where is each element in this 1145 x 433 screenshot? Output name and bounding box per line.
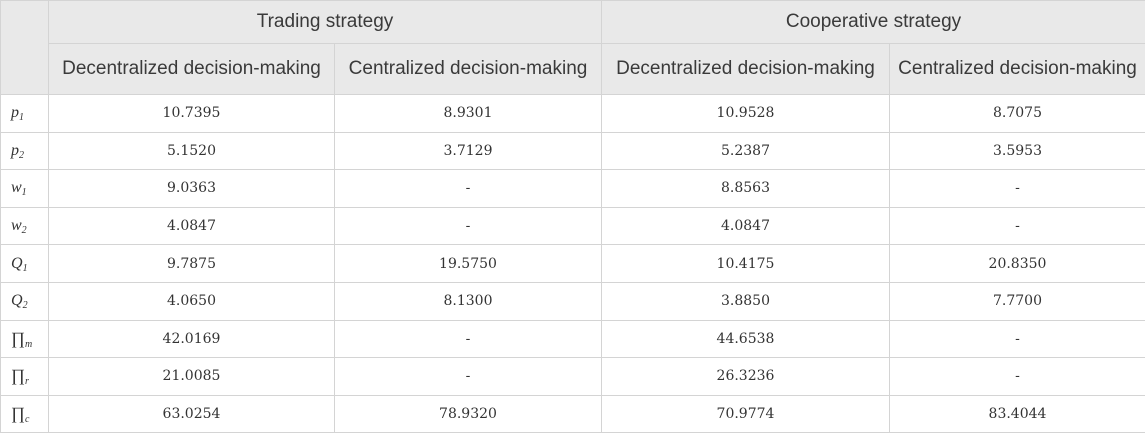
row-symbol: ∏ [11,404,25,423]
table-cell: 42.0169 [49,320,335,358]
row-symbol: Q [11,292,23,309]
table-row: w2 4.0847 - 4.0847 - [1,207,1145,245]
table-cell: 4.0650 [49,282,335,320]
table-cell: 70.9774 [602,395,890,433]
table-row: ∏r 21.0085 - 26.3236 - [1,358,1145,396]
table-cell: - [335,358,602,396]
table-row: p2 5.1520 3.7129 5.2387 3.5953 [1,132,1145,170]
table-cell: - [890,170,1145,208]
table-cell: - [335,170,602,208]
table-cell: 8.8563 [602,170,890,208]
table-cell: 9.7875 [49,245,335,283]
header-corner-cell [1,1,49,95]
row-label: Q2 [1,282,49,320]
header-trading-decentralized: Decentralized decision-making [49,44,335,95]
table-cell: 3.5953 [890,132,1145,170]
row-subscript: r [25,376,29,387]
table-cell: 8.7075 [890,95,1145,133]
table-cell: - [335,207,602,245]
table-cell: 20.8350 [890,245,1145,283]
table-cell: 21.0085 [49,358,335,396]
row-label: p2 [1,132,49,170]
table-cell: 5.2387 [602,132,890,170]
header-trading-centralized: Centralized decision-making [335,44,602,95]
table-cell: 10.4175 [602,245,890,283]
table-cell: 83.4044 [890,395,1145,433]
table-cell: 4.0847 [49,207,335,245]
header-cooperative-strategy: Cooperative strategy [602,1,1145,44]
row-label: w1 [1,170,49,208]
table-cell: 10.9528 [602,95,890,133]
row-subscript: 2 [22,225,27,236]
table-cell: 8.9301 [335,95,602,133]
table-cell: 63.0254 [49,395,335,433]
row-subscript: 2 [19,150,24,161]
header-trading-strategy: Trading strategy [49,1,602,44]
row-symbol: w [11,217,22,234]
table-cell: 3.8850 [602,282,890,320]
table-row: ∏c 63.0254 78.9320 70.9774 83.4044 [1,395,1145,433]
row-subscript: c [25,414,29,425]
table-cell: - [890,358,1145,396]
row-subscript: m [25,339,32,350]
table-cell: 8.1300 [335,282,602,320]
row-symbol: ∏ [11,366,25,385]
table-row: w1 9.0363 - 8.8563 - [1,170,1145,208]
table-row: p1 10.7395 8.9301 10.9528 8.7075 [1,95,1145,133]
table-cell: 44.6538 [602,320,890,358]
row-symbol: Q [11,255,23,272]
row-label: ∏m [1,320,49,358]
table-cell: - [335,320,602,358]
row-label: ∏r [1,358,49,396]
row-label: Q1 [1,245,49,283]
row-label: ∏c [1,395,49,433]
header-subheader-row: Decentralized decision-making Centralize… [1,44,1145,95]
row-subscript: 2 [23,300,28,311]
header-cooperative-centralized: Centralized decision-making [890,44,1145,95]
table-cell: - [890,320,1145,358]
table-cell: 10.7395 [49,95,335,133]
row-symbol: p [11,142,19,159]
row-symbol: ∏ [11,329,25,348]
table-cell: 4.0847 [602,207,890,245]
table-cell: 3.7129 [335,132,602,170]
table-cell: 26.3236 [602,358,890,396]
table-cell: 5.1520 [49,132,335,170]
table-cell: 7.7700 [890,282,1145,320]
row-subscript: 1 [19,112,24,123]
table-cell: 19.5750 [335,245,602,283]
row-label: w2 [1,207,49,245]
table-body: p1 10.7395 8.9301 10.9528 8.7075 p2 5.15… [1,95,1145,433]
table-row: ∏m 42.0169 - 44.6538 - [1,320,1145,358]
header-cooperative-decentralized: Decentralized decision-making [602,44,890,95]
row-label: p1 [1,95,49,133]
table-row: Q1 9.7875 19.5750 10.4175 20.8350 [1,245,1145,283]
table-cell: 78.9320 [335,395,602,433]
table-row: Q2 4.0650 8.1300 3.8850 7.7700 [1,282,1145,320]
row-symbol: w [11,179,22,196]
row-subscript: 1 [22,187,27,198]
row-symbol: p [11,104,19,121]
row-subscript: 1 [23,263,28,274]
table-header: Trading strategy Cooperative strategy De… [1,1,1145,95]
header-group-row: Trading strategy Cooperative strategy [1,1,1145,44]
table-cell: 9.0363 [49,170,335,208]
table-cell: - [890,207,1145,245]
